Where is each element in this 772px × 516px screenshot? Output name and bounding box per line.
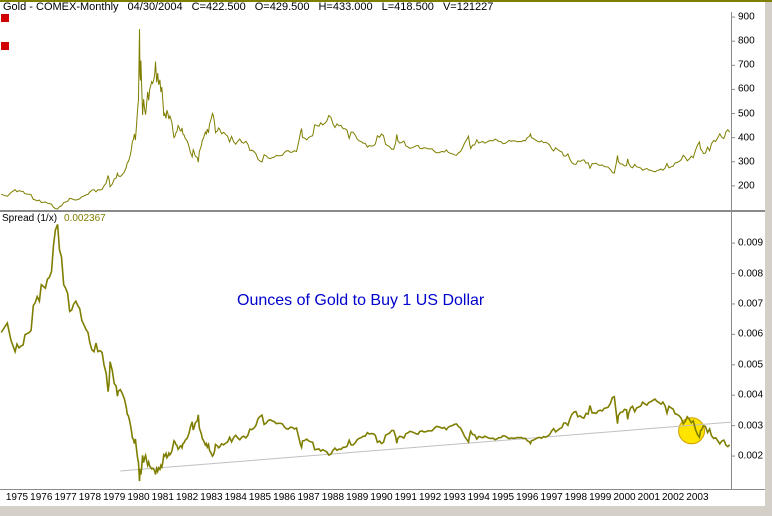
pane-status-marker-2[interactable] bbox=[1, 42, 9, 50]
pane-status-marker-1[interactable] bbox=[1, 14, 9, 22]
y-axis-tick-label: 0.008 bbox=[738, 268, 764, 280]
open-value: O=429.500 bbox=[254, 1, 310, 13]
window-frame-right bbox=[765, 0, 772, 516]
y-axis-tick-label: 700 bbox=[738, 59, 755, 71]
indicator-value: 0.002367 bbox=[64, 213, 106, 224]
close-value: C=422.500 bbox=[191, 1, 246, 13]
volume-value: V=121227 bbox=[442, 1, 494, 13]
indicator-row: Spread (1/x) 0.002367 bbox=[2, 213, 106, 224]
trendline[interactable] bbox=[120, 421, 733, 472]
price-axis-labels[interactable]: 900 800 700 600 500 400 300 200 bbox=[738, 0, 768, 516]
y-axis-tick-label: 0.007 bbox=[738, 298, 764, 310]
window-frame-bottom bbox=[0, 506, 772, 516]
y-axis-tick-label: 900 bbox=[738, 11, 755, 23]
time-axis-line bbox=[0, 489, 765, 490]
spread-axis-labels[interactable]: 0.009 0.008 0.007 0.006 0.005 0.004 0.003 0.002 bbox=[738, 0, 768, 516]
y-axis-tick-label: 0.009 bbox=[738, 237, 764, 249]
y-axis-tick-label: 0.003 bbox=[738, 420, 764, 432]
y-axis-tick-label: 0.002 bbox=[738, 450, 764, 462]
low-value: L=418.500 bbox=[381, 1, 434, 13]
y-axis-tick-label: 500 bbox=[738, 108, 755, 120]
y-axis-tick-label: 400 bbox=[738, 132, 755, 144]
indicator-label[interactable]: Spread (1/x) bbox=[2, 213, 58, 224]
y-axis-tick-label: 0.006 bbox=[738, 328, 764, 340]
y-axis-tick-label: 300 bbox=[738, 156, 755, 168]
symbol-label: Gold - COMEX-Monthly bbox=[3, 1, 119, 13]
panel-separator[interactable] bbox=[0, 210, 765, 212]
y-axis-tick-label: 0.005 bbox=[738, 359, 764, 371]
chart-annotation-text[interactable]: Ounces of Gold to Buy 1 US Dollar bbox=[237, 292, 485, 309]
y-axis-tick-label: 800 bbox=[738, 35, 755, 47]
axis-ticks bbox=[731, 16, 735, 457]
window-top-border bbox=[0, 0, 772, 2]
y-axis-tick-label: 600 bbox=[738, 83, 755, 95]
high-value: H=433.000 bbox=[318, 1, 373, 13]
price-series-line[interactable] bbox=[1, 29, 731, 210]
spread-series-line[interactable] bbox=[0, 224, 731, 482]
y-axis-tick-label: 0.004 bbox=[738, 389, 764, 401]
bar-date: 04/30/2004 bbox=[127, 1, 183, 13]
price-axis-line bbox=[731, 12, 732, 489]
chart-header: Gold - COMEX-Monthly 04/30/2004 C=422.50… bbox=[3, 2, 493, 13]
y-axis-tick-label: 200 bbox=[738, 180, 755, 192]
